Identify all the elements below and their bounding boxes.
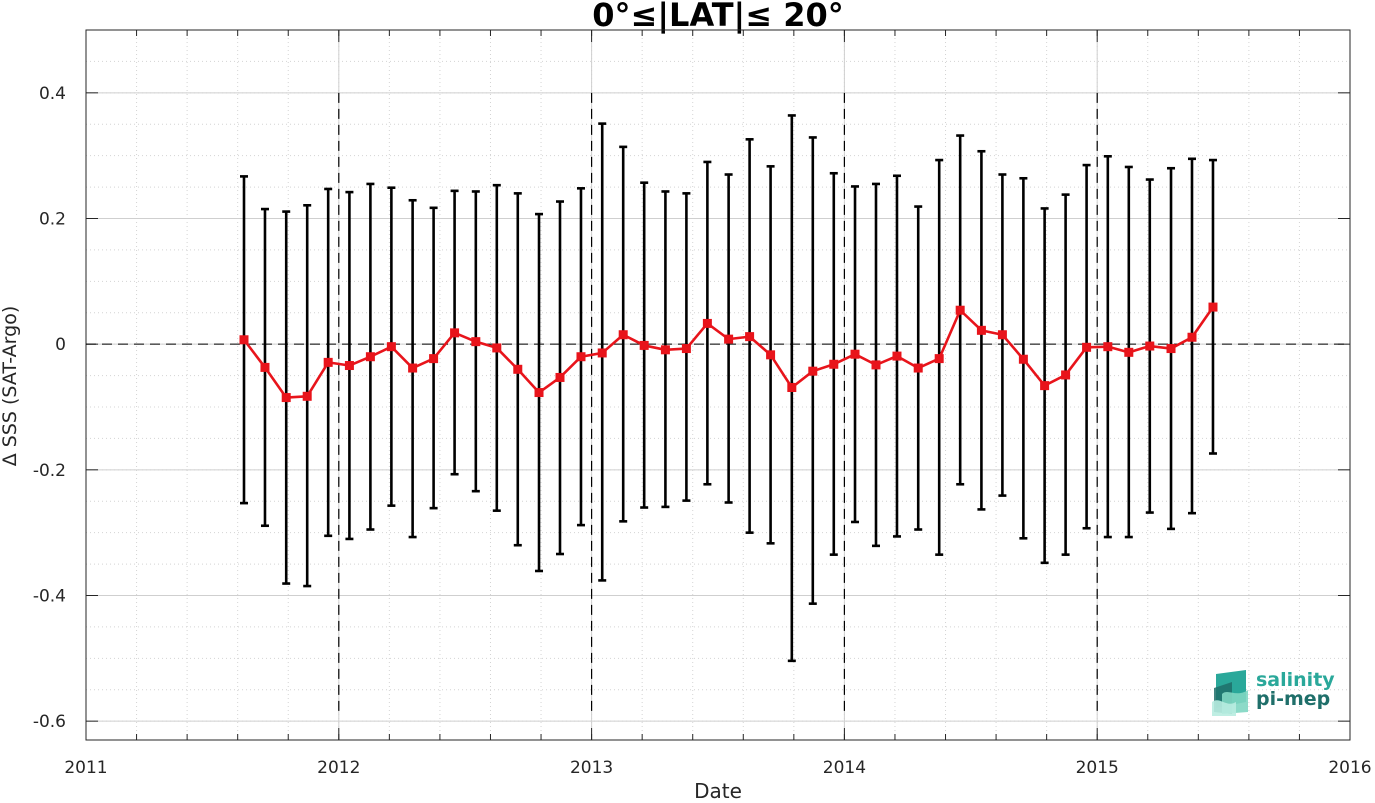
data-point [1124,347,1134,357]
data-point [239,335,249,345]
data-point [534,388,544,398]
data-point [344,361,354,371]
data-point [829,359,839,369]
tick-label-layer: 2011 2012 2013 2014 2015 2016 0.4 0.2 0 -0.2 -0.4 -… [33,84,1372,778]
wave-logo-icon [1212,670,1248,716]
data-point [745,332,755,342]
data-point [408,363,418,373]
x-tick-label: 2016 [1328,758,1371,778]
x-tick-label: 2013 [570,758,613,778]
grid-layer [85,29,1351,740]
series-layer [239,302,1218,403]
data-point [450,328,460,338]
data-point [1187,332,1197,342]
data-point [260,362,270,372]
chart-title: 0°≤|LAT|≤ 20° [592,0,844,34]
data-point [934,354,944,364]
data-point [471,337,481,347]
axes-box [85,29,1351,741]
data-point [302,391,312,401]
data-point [576,352,586,362]
data-point [429,354,439,364]
data-point [1145,341,1155,351]
errorbar-layer [240,114,1217,663]
data-point [1208,302,1218,312]
data-point [323,357,333,367]
x-tick-label: 2011 [64,758,107,778]
data-point [766,350,776,360]
data-point [1061,370,1071,380]
data-point [724,334,734,344]
axes-layer [85,29,1351,741]
data-point [365,352,375,362]
y-tick-label: -0.4 [33,586,66,606]
x-tick-label: 2014 [823,758,866,778]
salinity-pi-mep-logo: salinity pi-mep [1212,668,1342,718]
data-point [1166,344,1176,354]
y-tick-label: 0.2 [39,209,66,229]
y-tick-label: 0 [55,335,66,355]
data-point [597,348,607,358]
data-point [1082,342,1092,352]
data-point [660,345,670,355]
data-point [808,366,818,376]
data-point [386,342,396,352]
y-tick-label: -0.6 [33,712,66,732]
data-point [492,343,502,353]
data-point [702,318,712,328]
y-axis-label: Δ SSS (SAT-Argo) [0,305,21,467]
y-tick-label: -0.2 [33,461,66,481]
data-point [1018,354,1028,364]
data-point [1040,381,1050,391]
data-point [639,340,649,350]
data-point [871,360,881,370]
x-axis-label: Date [694,779,742,803]
data-point [976,325,986,335]
data-point [850,349,860,359]
data-point [913,363,923,373]
data-point [892,351,902,361]
data-point [555,372,565,382]
logo-text-pimep: pi-mep [1256,688,1331,710]
y-tick-label: 0.4 [39,84,66,104]
data-point [997,330,1007,340]
logo-text-salinity: salinity [1256,669,1335,691]
data-point [681,344,691,354]
data-point [618,330,628,340]
data-point [281,393,291,403]
data-point [1103,342,1113,352]
data-point [787,383,797,393]
data-point [513,364,523,374]
data-point [955,305,965,315]
x-tick-label: 2015 [1076,758,1119,778]
x-tick-label: 2012 [317,758,360,778]
